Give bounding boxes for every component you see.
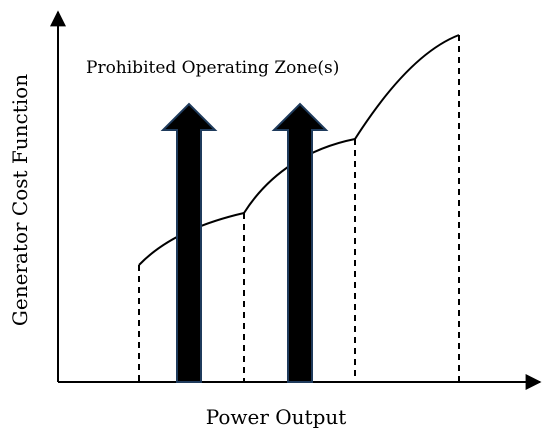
prohibited-zone-arrow-1 — [160, 102, 218, 383]
y-axis-label: Generator Cost Function — [8, 74, 32, 326]
prohibited-zones-annotation: Prohibited Operating Zone(s) — [86, 58, 339, 78]
prohibited-zone-arrow-2 — [271, 102, 329, 383]
cost-curve-segment-3 — [354, 34, 460, 140]
x-axis-label: Power Output — [206, 405, 347, 429]
